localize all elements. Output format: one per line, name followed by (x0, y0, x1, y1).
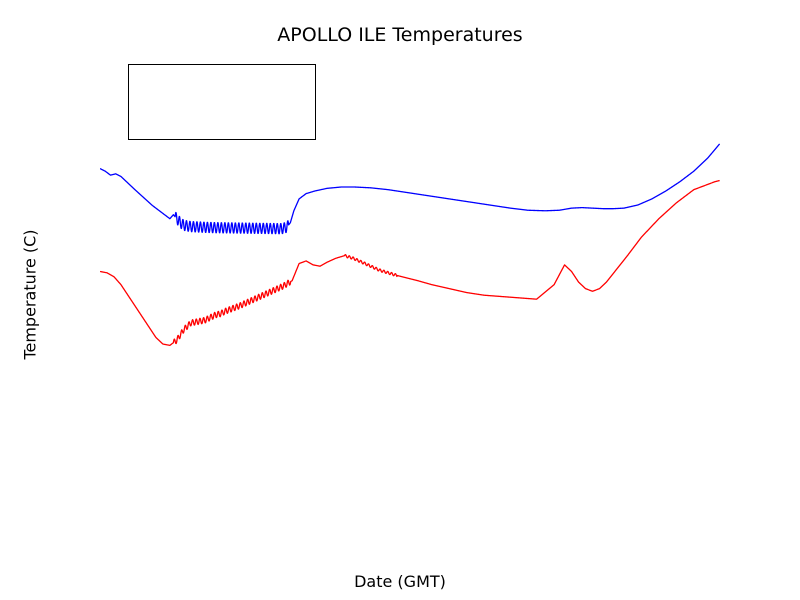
x-axis-label: Date (GMT) (354, 572, 446, 591)
page-title: APOLLO ILE Temperatures (277, 24, 523, 46)
plot-background (100, 63, 720, 538)
series-group (100, 143, 720, 347)
series-line-mv70 (100, 179, 720, 347)
chart-legend (128, 64, 316, 140)
series-line-ile-wall (100, 143, 720, 235)
